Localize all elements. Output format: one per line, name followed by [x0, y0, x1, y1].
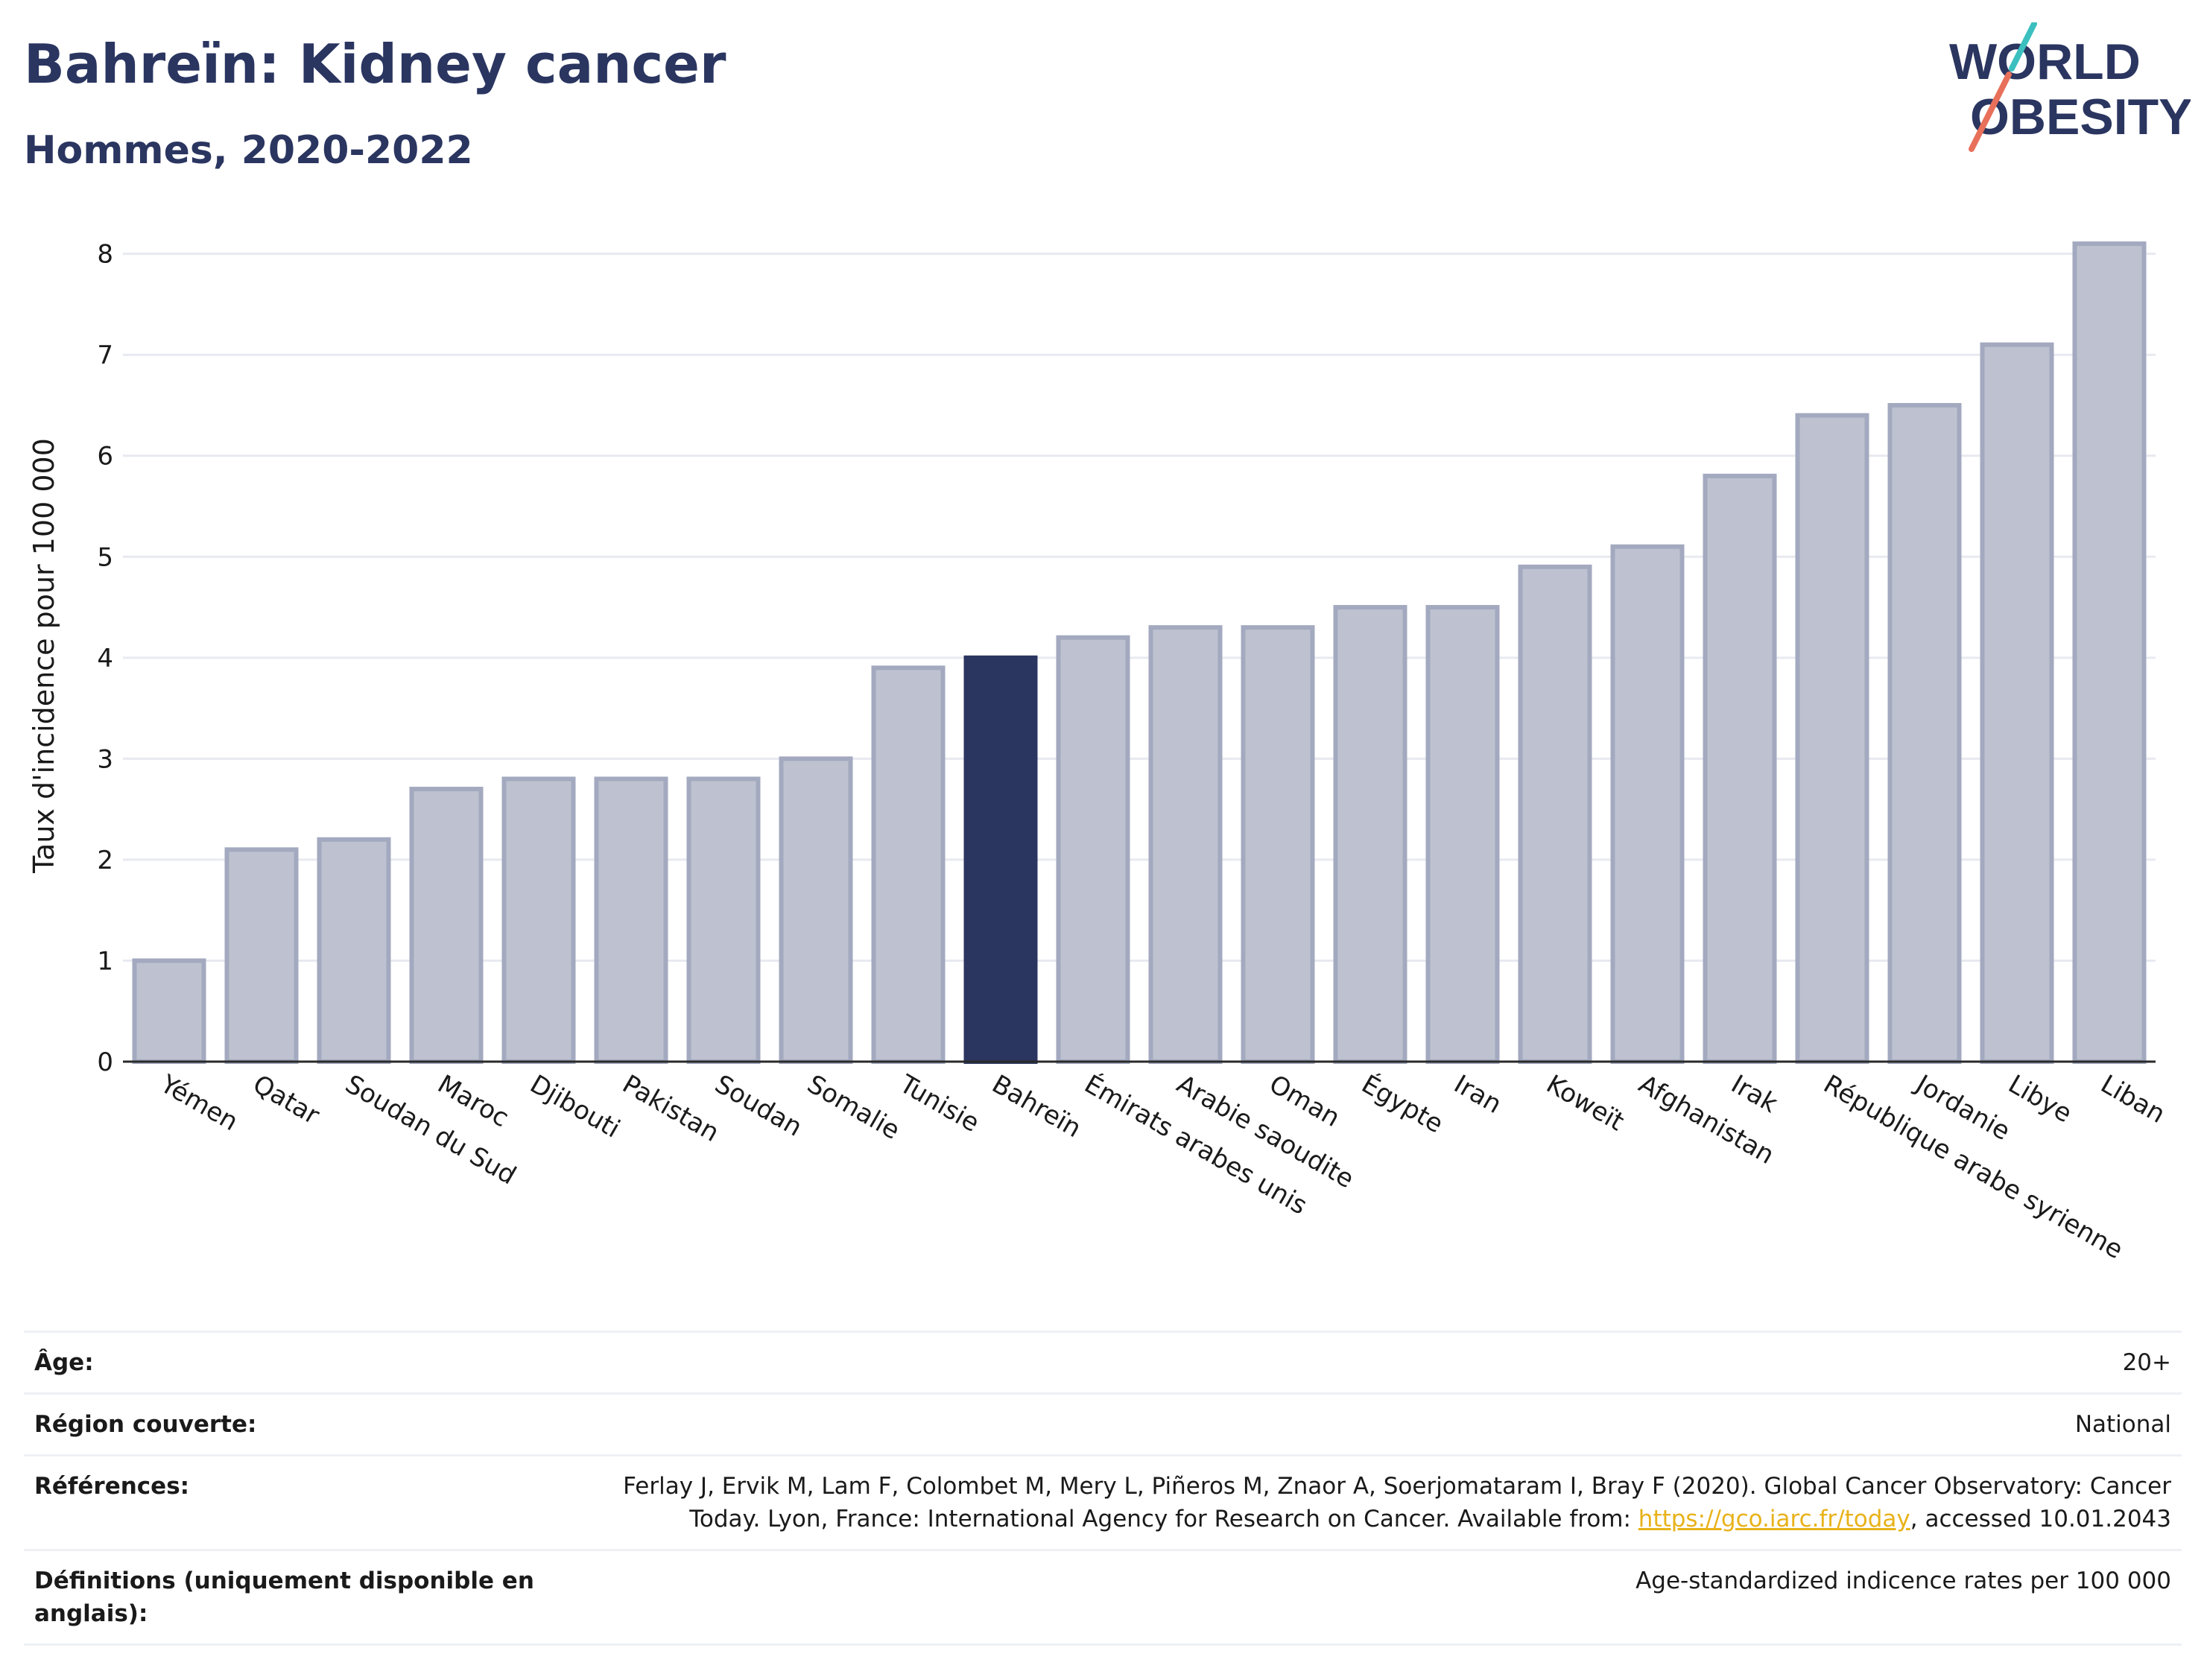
logo-slash-red	[1969, 72, 2012, 152]
x-tick-label: Irak	[1726, 1069, 1783, 1119]
x-tick-label: Qatar	[248, 1069, 325, 1131]
bar-country[interactable]	[501, 776, 576, 1064]
references-value: Ferlay J, Ervik M, Lam F, Colombet M, Me…	[551, 1454, 2182, 1550]
x-tick-label: Pakistan	[618, 1069, 724, 1148]
chart-subtitle: Hommes, 2020-2022	[24, 128, 473, 173]
bar-country[interactable]	[1980, 342, 2054, 1065]
metadata-table: Âge: 20+ Région couverte: National Référ…	[24, 1331, 2182, 1646]
references-accessed: , accessed 10.01.2043	[1910, 1506, 2171, 1532]
logo-slash-teal	[2009, 22, 2037, 72]
x-tick-label: Somalie	[802, 1069, 905, 1146]
x-tick-label: Iran	[1449, 1069, 1507, 1120]
bars	[132, 241, 2147, 1065]
bar-country[interactable]	[1333, 605, 1407, 1064]
x-tick-label: Koweït	[1542, 1069, 1630, 1137]
bar-country[interactable]	[686, 776, 761, 1064]
x-tick-label: Tunisie	[894, 1069, 985, 1138]
bar-country[interactable]	[2072, 241, 2147, 1065]
chart-title: Bahreïn: Kidney cancer	[24, 33, 726, 95]
meta-row-region: Région couverte: National	[24, 1392, 2182, 1456]
x-tick-label: Yémen	[155, 1069, 244, 1138]
world-obesity-logo: WORLD OBESITY	[1949, 22, 2191, 152]
bar-country[interactable]	[1425, 605, 1500, 1064]
bar-country[interactable]	[1148, 625, 1223, 1064]
definitions-label: Définitions (uniquement disponible en an…	[24, 1549, 551, 1646]
age-value: 20+	[551, 1331, 2182, 1394]
y-tick-labels: 0 1 2 3 4 5 6 7 8	[97, 240, 113, 1077]
y-tick-label: 8	[97, 240, 113, 270]
meta-row-definitions: Définitions (uniquement disponible en an…	[24, 1549, 2182, 1646]
definitions-value: Age-standardized indicence rates per 100…	[551, 1549, 2182, 1646]
y-tick-label: 3	[97, 744, 113, 774]
bar-country[interactable]	[1610, 544, 1685, 1064]
x-tick-label: Égypte	[1357, 1068, 1449, 1139]
y-tick-label: 7	[97, 340, 113, 370]
y-tick-label: 2	[97, 846, 113, 875]
x-tick-label: Bahreïn	[987, 1069, 1086, 1144]
y-tick-label: 1	[97, 946, 113, 976]
bar-highlight[interactable]	[963, 655, 1038, 1064]
references-label: Références:	[24, 1454, 551, 1550]
bar-country[interactable]	[1518, 564, 1592, 1064]
y-tick-label: 6	[97, 442, 113, 472]
bar-country[interactable]	[132, 958, 206, 1065]
x-tick-label: Liban	[2096, 1069, 2170, 1129]
bar-country[interactable]	[594, 776, 668, 1064]
logo-word-obesity: OBESITY	[1970, 89, 2191, 145]
age-label: Âge:	[24, 1331, 551, 1394]
y-tick-label: 0	[97, 1047, 113, 1077]
x-tick-label: Djibouti	[525, 1069, 625, 1144]
region-value: National	[551, 1392, 2182, 1456]
y-axis-label: Taux d'incidence pour 100 000	[28, 438, 60, 874]
logo-word-world: WORLD	[1949, 34, 2141, 90]
bar-country[interactable]	[224, 847, 299, 1064]
references-text: Ferlay J, Ervik M, Lam F, Colombet M, Me…	[623, 1473, 2171, 1532]
region-label: Région couverte:	[24, 1392, 551, 1456]
x-tick-label: Soudan	[710, 1069, 808, 1143]
y-tick-label: 4	[97, 644, 113, 673]
meta-row-age: Âge: 20+	[24, 1331, 2182, 1394]
bar-country[interactable]	[1056, 635, 1130, 1064]
bar-country[interactable]	[409, 787, 484, 1064]
meta-row-references: Références: Ferlay J, Ervik M, Lam F, Co…	[24, 1454, 2182, 1550]
bar-country[interactable]	[779, 756, 853, 1064]
bar-country[interactable]	[317, 837, 391, 1065]
y-tick-label: 5	[97, 542, 113, 572]
bar-country[interactable]	[1241, 625, 1315, 1064]
bar-country[interactable]	[1887, 402, 1962, 1064]
references-link[interactable]: https://gco.iarc.fr/today	[1638, 1506, 1910, 1532]
bar-country[interactable]	[1703, 473, 1777, 1064]
bar-country[interactable]	[871, 665, 946, 1064]
bar-country[interactable]	[1795, 413, 1869, 1064]
